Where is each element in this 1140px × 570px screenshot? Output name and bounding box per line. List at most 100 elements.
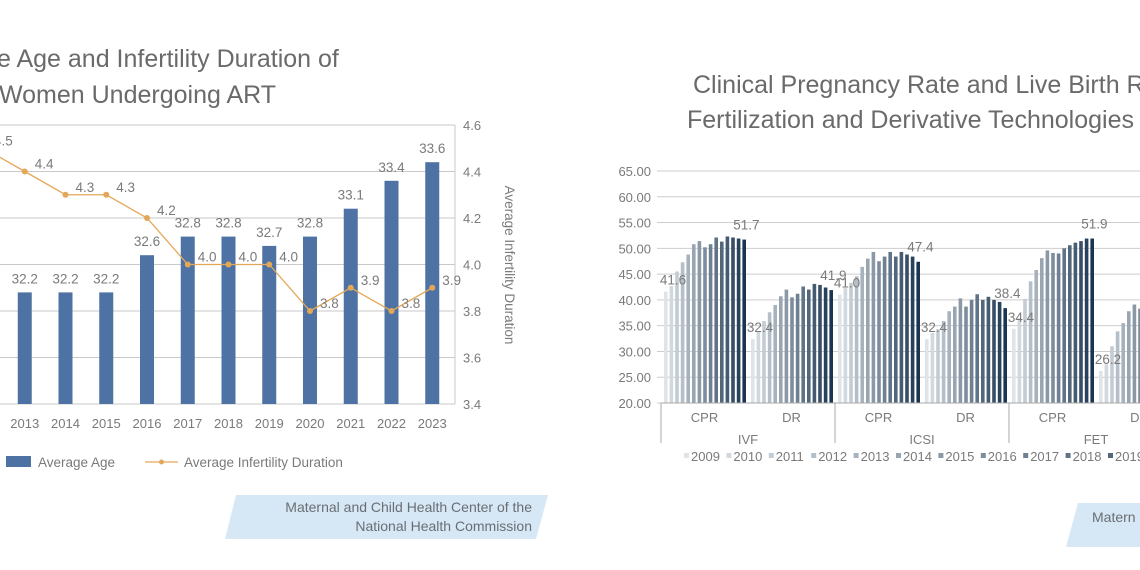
bar-ivf-cpr (669, 285, 674, 403)
bar-data-label-first: 32.4 (747, 320, 774, 335)
legend-label: 2018 (1073, 449, 1102, 464)
bar-data-label: 32.8 (215, 216, 241, 231)
right-axis-tick: 4.4 (463, 165, 481, 180)
bar-data-label: 32.2 (12, 271, 38, 286)
line-point (307, 308, 313, 314)
line-data-label: 4.0 (239, 250, 258, 265)
bar-fet-cpr (1068, 245, 1072, 403)
y-tick-label: 65.00 (618, 164, 651, 179)
legend-swatch (726, 453, 732, 458)
bar-icsi-dr (947, 311, 951, 403)
legend-label-infertility-duration: Average Infertility Duration (184, 455, 343, 470)
subgroup-label: CPR (1039, 410, 1066, 425)
bar-average-age (303, 236, 317, 404)
bar-data-label: 32.2 (52, 271, 78, 286)
bar-ivf-dr (818, 284, 822, 403)
bar-fet-cpr (1028, 281, 1033, 403)
bar-ivf-dr (751, 339, 755, 403)
bar-ivf-dr (756, 331, 761, 403)
bar-ivf-cpr (686, 254, 690, 403)
x-tick-label: 2018 (214, 416, 243, 431)
bar-icsi-cpr (905, 254, 909, 403)
bar-icsi-cpr (882, 256, 887, 403)
bar-data-label: 32.8 (297, 216, 323, 231)
legend-label: 2009 (691, 449, 720, 464)
x-tick-label: 2016 (133, 416, 162, 431)
right-axis-title: Average Infertility Duration (502, 186, 517, 345)
legend-label: 2011 (776, 449, 804, 464)
source-line-2: National Health Commission (355, 518, 532, 534)
bar-fet-dr (1115, 331, 1120, 403)
bar-fet-cpr (1056, 253, 1061, 403)
bar-fet-cpr (1023, 298, 1027, 403)
y-tick-label: 40.00 (618, 293, 651, 308)
bar-ivf-dr (801, 286, 805, 403)
right-source-box: Matern (1066, 503, 1140, 547)
line-data-label: 4.2 (157, 203, 176, 218)
line-data-label: 3.8 (402, 296, 421, 311)
line-point (347, 284, 354, 291)
subgroup-label: CPR (865, 410, 892, 425)
line-point (21, 168, 28, 175)
y-tick-label: 45.00 (618, 267, 651, 282)
bar-fet-dr (1138, 308, 1140, 403)
bar-data-label: 33.6 (419, 141, 445, 156)
y-tick-label: 50.00 (618, 241, 651, 256)
bar-icsi-dr (997, 301, 1002, 403)
bar-ivf-dr (767, 312, 772, 403)
bar-ivf-dr (790, 297, 794, 403)
y-tick-label: 55.00 (618, 216, 651, 231)
bar-data-label-first: 34.4 (1008, 310, 1035, 325)
y-tick-label: 60.00 (618, 190, 651, 205)
bar-data-label: 32.2 (93, 271, 119, 286)
bar-data-label-first: 26.2 (1095, 352, 1121, 367)
bar-icsi-dr (953, 306, 957, 403)
right-title-line-1: Clinical Pregnancy Rate and Live Birth R… (693, 71, 1140, 99)
subgroup-label: DR (782, 410, 801, 425)
line-point (266, 261, 273, 268)
bar-data-label-last: 38.4 (994, 286, 1021, 301)
bar-fet-cpr (1045, 250, 1050, 403)
bar-fet-cpr (1079, 241, 1083, 403)
bar-fet-cpr (1012, 328, 1016, 403)
bar-icsi-dr (925, 339, 929, 403)
bar-icsi-dr (936, 329, 940, 403)
line-point (62, 191, 69, 198)
bar-ivf-dr (773, 305, 777, 403)
bar-fet-cpr (1017, 317, 1022, 403)
bar-icsi-cpr (894, 256, 898, 403)
line-data-label: 4.0 (198, 250, 217, 265)
bar-icsi-cpr (916, 261, 920, 403)
bar-average-age (99, 292, 114, 404)
line-point (184, 261, 191, 268)
x-tick-label: 2013 (10, 416, 39, 431)
bar-icsi-cpr (899, 251, 904, 403)
right-chart: Clinical Pregnancy Rate and Live Birth R… (618, 71, 1140, 547)
right-title-line-2: Fertilization and Derivative Technologie… (687, 106, 1140, 134)
bar-average-age (343, 208, 358, 404)
bar-icsi-dr (1003, 308, 1007, 403)
group-label: FET (1084, 432, 1109, 447)
bar-data-label-last: 41.9 (820, 268, 846, 283)
bar-data-label: 32.8 (175, 216, 201, 231)
legend-swatch (1023, 453, 1029, 458)
bar-fet-dr (1110, 346, 1114, 403)
x-tick-label: 2023 (418, 416, 447, 431)
legend-swatch (1108, 453, 1113, 458)
legend-label: 2019 (1115, 449, 1140, 464)
bar-fet-dr (1127, 311, 1131, 403)
x-tick-label: 2019 (255, 416, 284, 431)
subgroup-label: CPR (691, 410, 718, 425)
bar-average-age (425, 162, 440, 404)
left-title-line-2: Women Undergoing ART (0, 81, 276, 109)
bar-icsi-dr (941, 321, 946, 403)
x-tick-label: 2017 (173, 416, 202, 431)
bar-ivf-cpr (692, 244, 696, 403)
x-tick-label: 2015 (92, 416, 121, 431)
bar-ivf-dr (807, 289, 811, 403)
bar-data-label-last: 47.4 (907, 240, 934, 255)
source-banner (225, 495, 548, 539)
bar-fet-cpr (1090, 238, 1094, 403)
line-data-label: 4.0 (279, 250, 298, 265)
legend-swatch (768, 453, 774, 458)
